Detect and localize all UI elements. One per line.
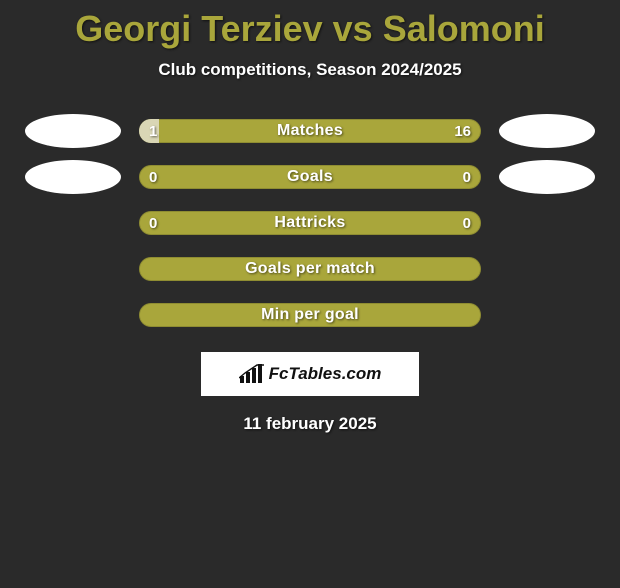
stat-bar: Min per goal bbox=[139, 303, 481, 327]
brand-badge: FcTables.com bbox=[201, 352, 419, 396]
player-right-avatar bbox=[499, 252, 595, 286]
stat-label: Hattricks bbox=[139, 211, 481, 235]
player-left-avatar bbox=[25, 114, 121, 148]
page-title: Georgi Terziev vs Salomoni bbox=[0, 8, 620, 50]
player-right-avatar bbox=[499, 160, 595, 194]
stat-bar: 00Hattricks bbox=[139, 211, 481, 235]
player-left-avatar bbox=[25, 298, 121, 332]
player-left-avatar bbox=[25, 252, 121, 286]
player-left-avatar bbox=[25, 206, 121, 240]
stat-label: Goals bbox=[139, 165, 481, 189]
stat-bar: Goals per match bbox=[139, 257, 481, 281]
stat-row: Goals per match bbox=[0, 246, 620, 292]
stat-label: Matches bbox=[139, 119, 481, 143]
player-right-avatar bbox=[499, 114, 595, 148]
stat-row: 116Matches bbox=[0, 108, 620, 154]
stat-row: 00Goals bbox=[0, 154, 620, 200]
player-right-avatar bbox=[499, 206, 595, 240]
stat-row: Min per goal bbox=[0, 292, 620, 338]
comparison-rows: 116Matches 00Goals 00Hattricks Goals per ma… bbox=[0, 108, 620, 338]
player-left-avatar bbox=[25, 160, 121, 194]
date-label: 11 february 2025 bbox=[0, 414, 620, 434]
brand-chart-icon bbox=[239, 364, 265, 384]
stat-label: Goals per match bbox=[139, 257, 481, 281]
player-right-avatar bbox=[499, 298, 595, 332]
brand-text: FcTables.com bbox=[269, 364, 382, 384]
stat-label: Min per goal bbox=[139, 303, 481, 327]
stat-bar: 00Goals bbox=[139, 165, 481, 189]
stat-bar: 116Matches bbox=[139, 119, 481, 143]
subtitle: Club competitions, Season 2024/2025 bbox=[0, 60, 620, 80]
stat-row: 00Hattricks bbox=[0, 200, 620, 246]
